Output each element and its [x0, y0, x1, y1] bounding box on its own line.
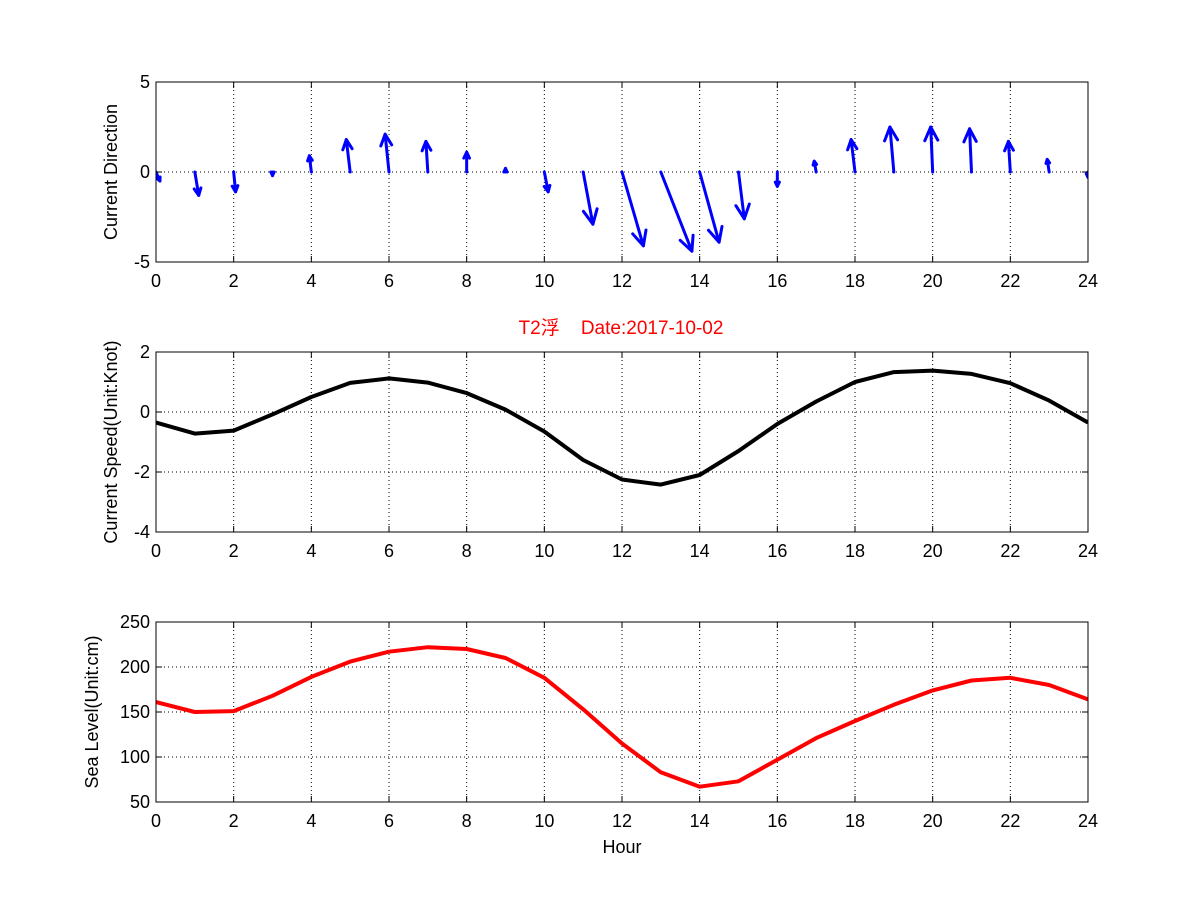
- x-tick-label: 0: [151, 541, 161, 561]
- x-tick-label: 2: [229, 271, 239, 291]
- direction-arrow: [1084, 170, 1088, 179]
- x-tick-label: 24: [1078, 541, 1098, 561]
- y-tick-label: 250: [120, 612, 150, 632]
- y-tick-label: 5: [140, 72, 150, 92]
- direction-arrow: [192, 170, 203, 197]
- direction-arrow: [581, 170, 599, 226]
- x-tick-label: 2: [229, 811, 239, 831]
- direction-arrow: [773, 170, 781, 188]
- x-tick-label: 0: [151, 811, 161, 831]
- direction-arrow: [156, 170, 162, 183]
- x-tick-label: 14: [690, 271, 710, 291]
- y-tick-label: 150: [120, 702, 150, 722]
- x-tick-label: 16: [767, 811, 787, 831]
- x-tick-label: 4: [306, 811, 316, 831]
- direction-arrow: [502, 166, 509, 174]
- direction-arrow: [462, 150, 471, 174]
- x-tick-label: 8: [462, 271, 472, 291]
- x-tick-label: 6: [384, 811, 394, 831]
- x-tick-label: 8: [462, 811, 472, 831]
- x-tick-label: 8: [462, 541, 472, 561]
- direction-arrow: [542, 170, 552, 194]
- direction-arrow: [734, 170, 751, 221]
- direction-arrow: [659, 170, 695, 253]
- y-tick-label: -4: [134, 522, 150, 542]
- x-tick-label: 22: [1000, 541, 1020, 561]
- x-tick-label: 20: [923, 811, 943, 831]
- x-tick-label: 12: [612, 271, 632, 291]
- x-tick-label: 14: [690, 541, 710, 561]
- x-tick-label: 24: [1078, 811, 1098, 831]
- y-tick-label: 2: [140, 342, 150, 362]
- x-tick-label: 0: [151, 271, 161, 291]
- y-tick-label: 0: [140, 402, 150, 422]
- direction-arrow: [811, 159, 819, 174]
- x-tick-label: 6: [384, 271, 394, 291]
- plot-area: [156, 645, 1088, 789]
- direction-arrow: [883, 125, 900, 174]
- x-tick-label: 10: [534, 811, 554, 831]
- x-tick-label: 16: [767, 541, 787, 561]
- direction-arrow: [341, 138, 354, 174]
- direction-arrow: [420, 139, 433, 174]
- y-tick-label: 50: [130, 792, 150, 812]
- series-line: [156, 645, 1088, 789]
- plot-area: [156, 125, 1088, 253]
- x-tick-label: 2: [229, 541, 239, 561]
- x-tick-label: 22: [1000, 811, 1020, 831]
- y-axis-label: Sea Level(Unit:cm): [82, 635, 102, 788]
- x-tick-label: 18: [845, 541, 865, 561]
- direction-arrow: [379, 132, 394, 174]
- x-tick-label: 18: [845, 271, 865, 291]
- y-tick-label: -2: [134, 462, 150, 482]
- x-tick-label: 10: [534, 541, 554, 561]
- x-tick-label: 14: [690, 811, 710, 831]
- direction-arrow: [1003, 139, 1015, 174]
- y-tick-label: 0: [140, 162, 150, 182]
- direction-arrow: [846, 138, 859, 174]
- x-tick-label: 24: [1078, 271, 1098, 291]
- plot-area: [156, 368, 1088, 487]
- direction-arrow: [698, 170, 724, 244]
- x-tick-label: 22: [1000, 271, 1020, 291]
- x-tick-label: 20: [923, 271, 943, 291]
- direction-arrow: [269, 170, 276, 178]
- y-tick-label: -5: [134, 252, 150, 272]
- y-axis-label: Current Speed(Unit:Knot): [101, 340, 121, 543]
- x-tick-label: 20: [923, 541, 943, 561]
- x-tick-label: 18: [845, 811, 865, 831]
- direction-arrow: [923, 125, 940, 174]
- x-tick-label: 12: [612, 811, 632, 831]
- direction-arrow: [1044, 157, 1052, 174]
- direction-arrow: [230, 170, 240, 194]
- direction-arrow: [620, 170, 648, 248]
- y-tick-label: 200: [120, 657, 150, 677]
- direction-arrow: [306, 154, 314, 174]
- y-tick-label: 100: [120, 747, 150, 767]
- x-tick-label: 10: [534, 271, 554, 291]
- x-tick-label: 12: [612, 541, 632, 561]
- x-tick-label: 4: [306, 271, 316, 291]
- y-axis-label: Current Direction: [101, 104, 121, 240]
- x-axis-label: Hour: [602, 837, 641, 857]
- x-tick-label: 6: [384, 541, 394, 561]
- chart-title: T2浮 Date:2017-10-02: [518, 318, 724, 339]
- series-line: [156, 368, 1088, 487]
- x-tick-label: 4: [306, 541, 316, 561]
- x-tick-label: 16: [767, 271, 787, 291]
- direction-arrow: [962, 127, 978, 174]
